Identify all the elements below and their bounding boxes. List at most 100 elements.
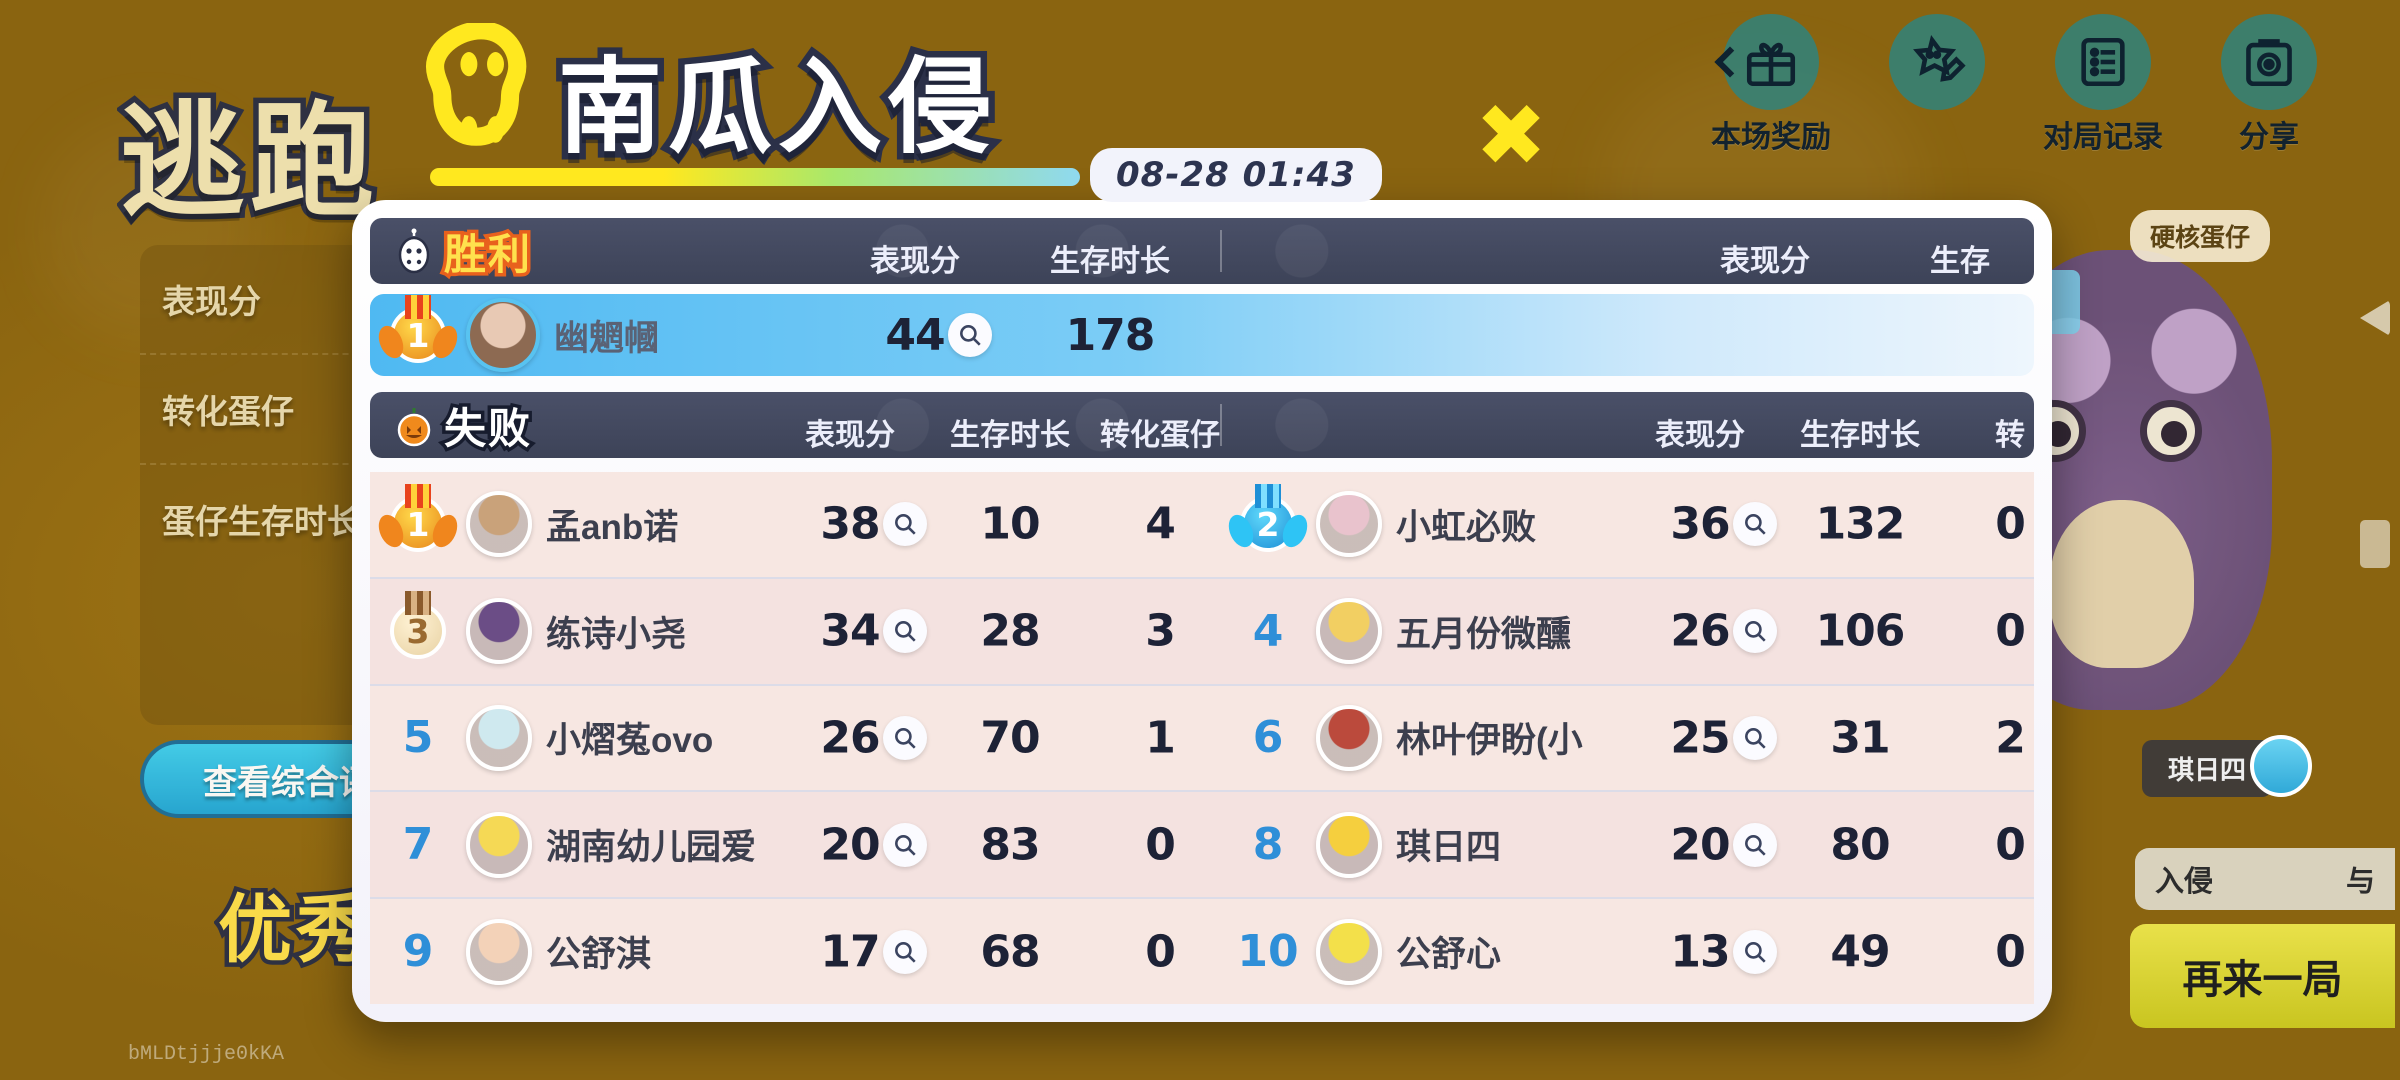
victory-col-score: 表现分 (870, 245, 960, 278)
match-record-label: 对局记录 (2043, 121, 2163, 154)
victory-section-header: 胜利 表现分 生存时长 表现分 生存时长 (370, 218, 2034, 284)
player-converted: 4 (1145, 498, 1176, 550)
player-entry[interactable]: 6 林叶伊盼(小 25 31 2 (1220, 686, 2070, 791)
score-detail-icon[interactable] (948, 313, 992, 357)
system-home-icon[interactable] (2360, 520, 2390, 568)
player-name: 练诗小尧 (546, 614, 687, 654)
sidebar-item-score[interactable]: 表现分 (140, 245, 470, 355)
excellent-label: 优秀 (214, 884, 375, 976)
player-converted: 0 (1995, 605, 2026, 657)
score-detail-icon[interactable] (883, 822, 927, 867)
player-survival: 49 (1830, 926, 1890, 978)
score-detail-icon[interactable] (883, 715, 927, 760)
player-survival: 80 (1830, 819, 1890, 871)
player-name: 孟anb诺 (546, 507, 679, 547)
winner-row[interactable]: 1 幽魍幗 44 178 (370, 294, 2034, 376)
winner-survival: 178 (1065, 310, 1156, 361)
match-record-button[interactable]: 对局记录 (2043, 14, 2163, 156)
player-name: 林叶伊盼(小 (1396, 721, 1583, 761)
table-row[interactable]: 7 湖南幼儿园爱 20 83 0 8 琪日四 20 80 0 (370, 792, 2034, 900)
table-row[interactable]: 3 练诗小尧 34 28 3 4 五月份微醺 26 106 0 (370, 578, 2034, 686)
player-survival: 106 (1815, 605, 1906, 657)
avatar[interactable] (1316, 491, 1382, 558)
chat-bubble-icon[interactable] (2250, 735, 2312, 797)
player-entry[interactable]: 3 练诗小尧 34 28 3 (370, 579, 1220, 684)
bear-eye-right (2140, 400, 2202, 462)
player-entry[interactable]: 1 孟anb诺 38 10 4 (370, 472, 1220, 577)
avatar[interactable] (1316, 598, 1382, 665)
table-row[interactable]: 9 公舒淇 17 68 0 10 公舒心 13 49 0 (370, 899, 2034, 1004)
winner-name: 幽魍幗 (554, 318, 660, 358)
close-icon[interactable]: ✖ (1474, 86, 1548, 186)
avatar[interactable] (466, 918, 532, 985)
player-entry[interactable]: 5 小熠菟ovo 26 70 1 (370, 686, 1220, 791)
avatar[interactable] (1316, 811, 1382, 878)
victory-col-score-right: 表现分 (1720, 245, 1810, 278)
player-name: 公舒心 (1396, 935, 1502, 975)
player-entry[interactable]: 10 公舒心 13 49 0 (1220, 899, 2070, 1004)
avatar[interactable] (1316, 704, 1382, 771)
bear-body (2050, 500, 2194, 668)
defeat-col-converted-right: 转化蛋仔 (1995, 419, 2025, 452)
player-converted: 0 (1145, 819, 1176, 871)
player-converted: 0 (1995, 926, 2026, 978)
avatar[interactable] (466, 491, 532, 558)
share-button[interactable]: 分享 (2210, 14, 2328, 156)
avatar[interactable] (466, 598, 532, 665)
score-detail-icon[interactable] (1733, 822, 1777, 867)
player-score: 26 (1670, 605, 1730, 657)
player-entry[interactable]: 9 公舒淇 17 68 0 (370, 899, 1220, 1004)
score-detail-icon[interactable] (1733, 609, 1777, 654)
avatar[interactable] (466, 811, 532, 878)
player-score: 13 (1670, 926, 1730, 978)
player-entry[interactable]: 8 琪日四 20 80 0 (1220, 792, 2070, 897)
table-row[interactable]: 5 小熠菟ovo 26 70 1 6 林叶伊盼(小 25 31 2 (370, 685, 2034, 793)
score-detail-icon[interactable] (1733, 502, 1777, 547)
chevron-left-icon (1714, 46, 1746, 78)
defeat-label: 失败 (440, 401, 533, 455)
defeat-col-score: 表现分 (805, 419, 895, 452)
player-name: 小虹必败 (1396, 507, 1537, 547)
player-converted: 0 (1995, 498, 2026, 550)
mode-panel[interactable]: 入侵 与 (2135, 848, 2395, 910)
score-detail-icon[interactable] (883, 502, 927, 547)
sidebar-item-survival[interactable]: 蛋仔生存时长 (162, 503, 360, 540)
score-detail-icon[interactable] (883, 609, 927, 654)
player-name: 小熠菟ovo (546, 721, 714, 761)
table-row[interactable]: 1 孟anb诺 38 10 4 2 小虹必败 36 132 0 (370, 472, 2034, 579)
player-survival: 70 (980, 712, 1040, 764)
defeat-section-header: 失败 表现分 生存时长 转化蛋仔 表现分 生存时长 转化蛋仔 (370, 392, 2034, 458)
player-name: 公舒淇 (546, 935, 652, 975)
play-again-button[interactable]: 再来一局 (2130, 924, 2395, 1028)
victory-label: 胜利 (440, 227, 533, 281)
winner-score: 44 (885, 310, 945, 361)
hardcore-tag: 硬核蛋仔 (2129, 210, 2270, 262)
header-divider (1220, 404, 1222, 446)
avatar[interactable] (466, 704, 532, 771)
player-survival: 132 (1815, 498, 1906, 550)
score-detail-icon[interactable] (1733, 715, 1777, 760)
score-detail-icon[interactable] (1733, 929, 1777, 974)
edit-star-button[interactable] (1878, 14, 1996, 112)
score-detail-icon[interactable] (883, 929, 927, 974)
rank-medal: 1 (370, 484, 466, 560)
avatar[interactable] (466, 298, 540, 372)
player-name: 五月份微醺 (1396, 614, 1572, 654)
avatar[interactable] (1316, 918, 1382, 985)
victory-col-survival: 生存时长 (1050, 245, 1170, 278)
player-entry[interactable]: 2 小虹必败 36 132 0 (1220, 472, 2070, 577)
rank-medal: 3 (370, 591, 466, 667)
player-entry[interactable]: 7 湖南幼儿园爱 20 83 0 (370, 792, 1220, 897)
list-icon (2055, 14, 2151, 110)
defeat-col-survival-right: 生存时长 (1800, 419, 1920, 452)
sidebar-item-converted[interactable]: 转化蛋仔 (140, 355, 470, 465)
rank-number: 5 (402, 712, 434, 764)
player-score: 36 (1670, 498, 1730, 550)
player-converted: 0 (1145, 926, 1176, 978)
player-converted: 3 (1145, 605, 1176, 657)
match-results-card: 胜利 表现分 生存时长 表现分 生存时长 1 幽魍幗 44 178 (352, 200, 2052, 1022)
player-entry[interactable]: 4 五月份微醺 26 106 0 (1220, 579, 2070, 684)
rewards-button[interactable]: 本场奖励 (1711, 14, 1831, 156)
system-back-icon[interactable] (2360, 300, 2390, 336)
match-title: 南瓜入侵 (420, 20, 999, 173)
